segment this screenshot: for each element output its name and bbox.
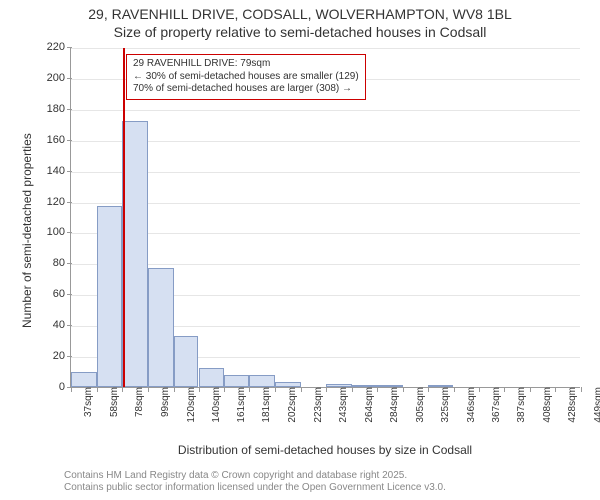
- x-axis-label: Distribution of semi-detached houses by …: [70, 443, 580, 457]
- x-tick-mark: [377, 387, 378, 392]
- figure: 29, RAVENHILL DRIVE, CODSALL, WOLVERHAMP…: [0, 0, 600, 500]
- x-tick-label: 181sqm: [253, 387, 272, 423]
- x-tick-label: 449sqm: [585, 387, 600, 423]
- y-tick: 20: [53, 350, 71, 362]
- x-tick-mark: [224, 387, 225, 392]
- histogram-bar: [174, 336, 199, 387]
- x-tick-mark: [326, 387, 327, 392]
- x-tick-label: 99sqm: [152, 387, 171, 417]
- x-tick-mark: [581, 387, 582, 392]
- x-tick-label: 346sqm: [458, 387, 477, 423]
- y-tick: 140: [47, 165, 71, 177]
- attribution-line2: Contains public sector information licen…: [64, 482, 446, 494]
- y-tick: 100: [47, 226, 71, 238]
- y-tick: 120: [47, 196, 71, 208]
- x-tick-label: 367sqm: [483, 387, 502, 423]
- x-tick-label: 78sqm: [126, 387, 145, 417]
- x-tick-label: 408sqm: [534, 387, 553, 423]
- histogram-bar: [97, 206, 122, 387]
- y-tick: 220: [47, 41, 71, 53]
- x-tick-label: 140sqm: [203, 387, 222, 423]
- x-tick-mark: [352, 387, 353, 392]
- marker-line: [123, 48, 125, 387]
- y-axis-label: Number of semi-detached properties: [20, 133, 34, 328]
- annotation-line: 70% of semi-detached houses are larger (…: [133, 83, 359, 96]
- x-tick-mark: [403, 387, 404, 392]
- x-tick-mark: [428, 387, 429, 392]
- x-tick-label: 120sqm: [178, 387, 197, 423]
- annotation-line: 29 RAVENHILL DRIVE: 79sqm: [133, 58, 359, 71]
- attribution-line1: Contains HM Land Registry data © Crown c…: [64, 470, 446, 482]
- histogram-chart: 0 20 40 60 80 100 120 140 160 180 200 220 37sqm 58sqm…: [0, 0, 600, 500]
- x-tick-mark: [122, 387, 123, 392]
- plot-area: 02040608010012014016018020022037sqm58sqm…: [70, 48, 580, 388]
- x-tick-mark: [71, 387, 72, 392]
- x-tick-label: 202sqm: [279, 387, 298, 423]
- x-tick-mark: [504, 387, 505, 392]
- x-tick-label: 284sqm: [381, 387, 400, 423]
- y-tick: 200: [47, 72, 71, 84]
- y-tick: 40: [53, 319, 71, 331]
- histogram-bar: [199, 368, 225, 387]
- x-tick-mark: [275, 387, 276, 392]
- histogram-bar: [249, 375, 275, 387]
- x-tick-label: 264sqm: [356, 387, 375, 423]
- x-tick-mark: [148, 387, 149, 392]
- annotation-line: ← 30% of semi-detached houses are smalle…: [133, 71, 359, 84]
- x-tick-mark: [174, 387, 175, 392]
- x-tick-label: 325sqm: [432, 387, 451, 423]
- histogram-bar: [224, 375, 249, 387]
- x-tick-mark: [301, 387, 302, 392]
- annotation-box: 29 RAVENHILL DRIVE: 79sqm← 30% of semi-d…: [126, 54, 366, 100]
- x-tick-mark: [97, 387, 98, 392]
- x-tick-mark: [530, 387, 531, 392]
- x-tick-mark: [249, 387, 250, 392]
- gridline: [71, 48, 580, 49]
- x-tick-label: 58sqm: [101, 387, 120, 417]
- y-tick: 60: [53, 288, 71, 300]
- x-tick-mark: [555, 387, 556, 392]
- x-tick-label: 305sqm: [407, 387, 426, 423]
- x-tick-mark: [454, 387, 455, 392]
- attribution: Contains HM Land Registry data © Crown c…: [64, 470, 446, 494]
- gridline: [71, 110, 580, 111]
- histogram-bar: [122, 121, 148, 387]
- histogram-bar: [148, 268, 174, 387]
- x-tick-mark: [199, 387, 200, 392]
- y-tick: 160: [47, 134, 71, 146]
- x-tick-label: 428sqm: [559, 387, 578, 423]
- x-tick-label: 243sqm: [330, 387, 349, 423]
- x-tick-label: 387sqm: [508, 387, 527, 423]
- y-tick: 0: [59, 381, 71, 393]
- y-tick: 80: [53, 257, 71, 269]
- y-tick: 180: [47, 103, 71, 115]
- histogram-bar: [71, 372, 97, 387]
- x-tick-mark: [479, 387, 480, 392]
- x-tick-label: 223sqm: [305, 387, 324, 423]
- x-tick-label: 161sqm: [228, 387, 247, 423]
- x-tick-label: 37sqm: [75, 387, 94, 417]
